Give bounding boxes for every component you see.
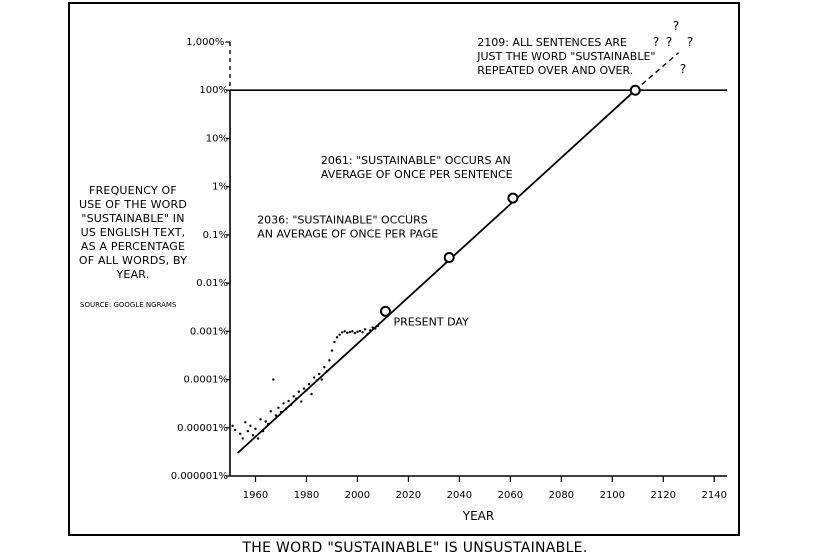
x-tick-label: 2020 xyxy=(396,490,421,501)
side-note: Frequency of use of the word "sustainabl… xyxy=(78,184,188,281)
data-point xyxy=(338,333,341,336)
x-tick-label: 2060 xyxy=(498,490,523,501)
source-note: Source: Google Ngrams xyxy=(80,301,177,309)
milestone-label: REPEATED OVER AND OVER. xyxy=(477,64,633,77)
y-tick-label: 1% xyxy=(212,182,228,193)
y-tick-label: 0.1% xyxy=(203,230,228,241)
milestone-label: 2036: "SUSTAINABLE" OCCURS xyxy=(257,213,428,226)
data-point xyxy=(272,378,275,381)
data-point xyxy=(330,349,334,352)
x-axis-label: YEAR xyxy=(462,509,494,523)
data-point xyxy=(346,331,349,335)
data-point xyxy=(277,406,280,409)
x-tick-label: 2080 xyxy=(549,490,574,501)
data-point xyxy=(361,330,364,334)
data-point xyxy=(231,424,234,427)
data-point xyxy=(328,359,331,362)
milestone-marker xyxy=(629,84,641,96)
data-point xyxy=(351,330,354,333)
data-point xyxy=(244,421,247,424)
data-point xyxy=(269,410,272,413)
data-point xyxy=(292,395,295,398)
data-point xyxy=(353,331,357,335)
y-tick-label: 0.000001% xyxy=(171,471,228,482)
milestone-label: PRESENT DAY xyxy=(393,315,469,328)
data-point xyxy=(233,428,237,432)
data-point xyxy=(264,420,267,423)
data-point xyxy=(307,383,311,386)
y-tick-label: 0.00001% xyxy=(177,423,228,434)
data-point xyxy=(297,390,301,393)
milestone-label: AN AVERAGE OF ONCE PER PAGE xyxy=(257,227,438,240)
milestone-label: 2109: ALL SENTENCES ARE xyxy=(477,36,627,49)
data-point xyxy=(238,432,242,436)
y-tick-label: 0.001% xyxy=(190,326,228,337)
data-point xyxy=(356,330,359,333)
x-tick-label: 2120 xyxy=(651,490,676,501)
y-tick-label: 10% xyxy=(206,133,228,144)
data-point xyxy=(241,437,244,440)
x-tick-label: 1960 xyxy=(243,490,268,501)
data-point xyxy=(310,392,313,396)
data-point xyxy=(333,340,336,344)
data-point xyxy=(282,402,285,405)
data-point xyxy=(254,427,257,431)
x-tick-label: 2000 xyxy=(345,490,370,501)
data-point xyxy=(246,429,250,433)
data-point xyxy=(343,330,346,333)
data-point xyxy=(312,376,316,379)
data-point xyxy=(249,424,252,427)
milestone-label: 2061: "SUSTAINABLE" OCCURS AN xyxy=(321,154,511,167)
y-tick-label: 0.01% xyxy=(196,278,228,289)
question-mark: ? xyxy=(687,35,693,49)
data-point xyxy=(256,437,260,440)
milestone-marker xyxy=(507,192,519,204)
comic-frame xyxy=(68,2,740,536)
x-tick-label: 2140 xyxy=(702,490,727,501)
data-point xyxy=(251,434,255,437)
data-point xyxy=(318,372,321,376)
y-tick-label: 1,000%- xyxy=(186,37,228,48)
question-mark: ? xyxy=(673,19,679,33)
question-mark: ? xyxy=(666,35,672,49)
data-point xyxy=(340,331,344,334)
milestone-label: JUST THE WORD "SUSTAINABLE" xyxy=(476,50,655,63)
data-point xyxy=(335,336,339,339)
x-tick-label: 2040 xyxy=(447,490,472,501)
data-point xyxy=(274,414,278,417)
milestone-marker xyxy=(443,251,455,263)
data-point xyxy=(259,418,262,421)
data-point xyxy=(300,400,303,403)
question-mark: ? xyxy=(680,62,686,76)
caption: The word "sustainable" is unsustainable. xyxy=(242,540,588,556)
data-point xyxy=(302,387,306,390)
trend-line xyxy=(237,89,636,454)
milestone-marker xyxy=(379,305,391,317)
y-tick-label: 100% xyxy=(199,85,228,96)
data-point xyxy=(348,330,351,334)
y-tick-label: 0.0001% xyxy=(184,375,229,386)
extrapolation-line xyxy=(634,52,680,91)
data-point xyxy=(358,329,362,333)
data-point xyxy=(323,366,326,369)
question-mark: ? xyxy=(653,35,659,49)
x-tick-label: 1980 xyxy=(294,490,319,501)
x-tick-label: 2100 xyxy=(600,490,625,501)
milestone-label: AVERAGE OF ONCE PER SENTENCE xyxy=(321,168,513,181)
data-point xyxy=(287,399,290,403)
data-point xyxy=(320,378,323,381)
data-point xyxy=(363,328,367,331)
